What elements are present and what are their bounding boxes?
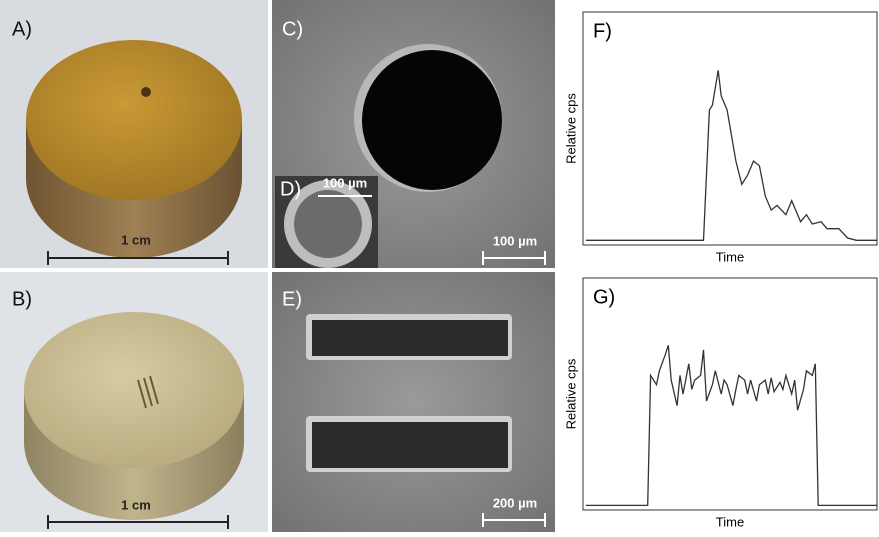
x-axis-label: Time: [716, 249, 744, 264]
y-axis-label: Relative cps: [563, 358, 578, 429]
photo-b: B) 1 cm: [0, 272, 268, 532]
scale-bar-label: 100 µm: [323, 175, 367, 190]
panel-label: B): [12, 288, 32, 310]
panel-label: C): [282, 18, 303, 40]
scale-bar-label: 1 cm: [121, 232, 151, 247]
scale-bar-label: 1 cm: [121, 497, 151, 512]
sem-c: C) 100 µm D) 100 µm: [272, 0, 555, 268]
panel-label: E): [282, 288, 302, 310]
sem-e: E) 200 µm: [272, 272, 555, 532]
panel-label: G): [593, 286, 615, 308]
panel-label: F): [593, 20, 612, 42]
scale-bar-label: 200 µm: [493, 495, 537, 510]
figure: A) 1 cm B) 1 cm C) 100 µm D) 100 µm: [0, 0, 879, 532]
y-axis-label: Relative cps: [563, 93, 578, 164]
scale-bar-label: 100 µm: [493, 233, 537, 248]
charts: F) Time Relative cps G) Time Relative cps: [563, 12, 877, 529]
panel-label: D): [280, 178, 301, 200]
panel-label: A): [12, 18, 32, 40]
x-axis-label: Time: [716, 514, 744, 529]
photo-a: A) 1 cm: [0, 0, 268, 268]
